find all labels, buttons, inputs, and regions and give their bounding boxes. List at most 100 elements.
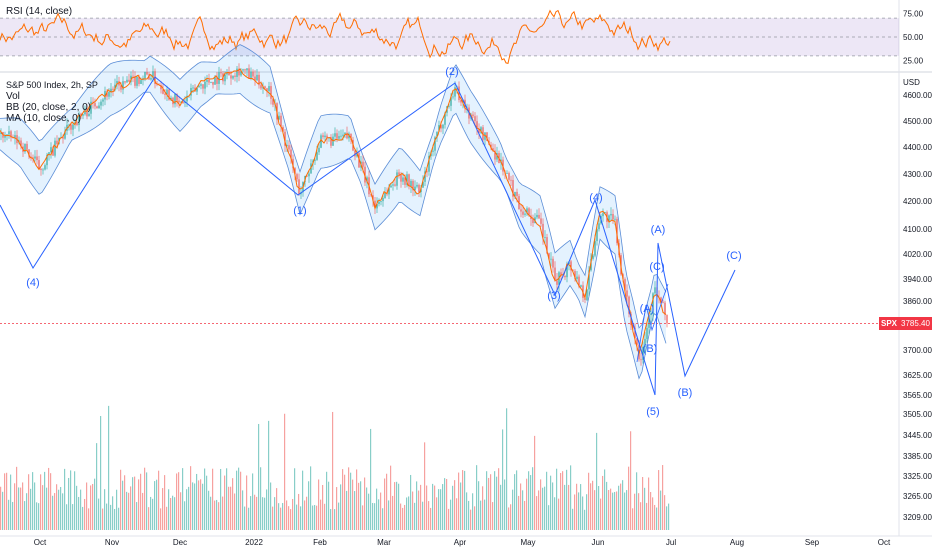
wave-label: (2) — [445, 66, 458, 78]
candle-body — [382, 197, 384, 202]
volume-bar — [124, 475, 126, 530]
price-tick-label: 3265.00 — [903, 492, 932, 501]
wave-label: (A) — [651, 224, 666, 236]
candle-body — [440, 125, 442, 129]
volume-bar — [518, 495, 520, 530]
volume-bar — [302, 470, 304, 530]
volume-bar — [84, 498, 86, 530]
candle-body — [288, 145, 290, 150]
volume-bar — [494, 471, 496, 530]
volume-bar — [606, 481, 608, 530]
candle-body — [40, 168, 42, 171]
volume-bar — [596, 432, 598, 530]
candle-body — [76, 122, 78, 126]
volume-bar — [74, 471, 76, 530]
candle-body — [284, 131, 286, 146]
volume-bar — [266, 489, 268, 530]
volume-bar — [114, 508, 116, 530]
volume-bar — [336, 487, 338, 530]
volume-bar — [528, 471, 530, 530]
volume-bar — [92, 483, 94, 530]
volume-bar — [394, 482, 396, 530]
candle-body — [30, 156, 32, 158]
last-symbol-tag: SPX — [879, 317, 899, 330]
price-tick-label: 4100.00 — [903, 225, 932, 234]
time-tick-label: Mar — [377, 538, 391, 547]
candle-body — [162, 89, 164, 94]
volume-bar — [190, 466, 192, 530]
candle-body — [346, 132, 348, 139]
volume-bar — [236, 470, 238, 530]
candle-body — [318, 147, 320, 153]
candle-body — [564, 275, 566, 278]
price-tick-label: 3325.00 — [903, 472, 932, 481]
volume-bar — [454, 480, 456, 530]
volume-bar — [428, 501, 430, 530]
candle-body — [452, 96, 454, 98]
candle-body — [50, 147, 52, 153]
candle-body — [198, 85, 200, 87]
volume-bar — [400, 503, 402, 530]
candle-body — [24, 143, 26, 152]
volume-bar — [228, 486, 230, 530]
candle-body — [266, 88, 268, 92]
volume-bar — [330, 509, 332, 530]
volume-bar — [478, 481, 480, 530]
volume-bar — [156, 479, 158, 530]
candle-body — [296, 174, 298, 180]
candle-body — [250, 71, 252, 79]
candle-body — [256, 74, 258, 81]
volume-bar — [422, 501, 424, 530]
volume-bar — [618, 485, 620, 530]
volume-bar — [352, 479, 354, 530]
volume-bar — [250, 496, 252, 530]
volume-bar — [274, 497, 276, 530]
volume-bar — [506, 408, 508, 530]
candle-body — [412, 180, 414, 191]
volume-bar — [150, 496, 152, 530]
volume-bar — [610, 488, 612, 530]
volume-bar — [492, 502, 494, 530]
candle-body — [432, 150, 434, 152]
candle-body — [314, 159, 316, 161]
candle-body — [182, 101, 184, 103]
candle-body — [234, 75, 236, 77]
volume-bar — [262, 497, 264, 530]
volume-bar — [536, 496, 538, 530]
candle-body — [90, 101, 92, 114]
bb-fill — [0, 44, 666, 379]
candle-body — [654, 287, 656, 294]
volume-bar — [186, 489, 188, 530]
candle-body — [662, 302, 664, 304]
volume-bar — [484, 499, 486, 530]
legend-ma: MA (10, close, 0) — [6, 113, 82, 124]
candle-body — [538, 214, 540, 219]
time-tick-label: Jun — [592, 538, 605, 547]
volume-bar — [16, 466, 18, 530]
volume-bar — [396, 481, 398, 530]
candle-body — [160, 84, 162, 90]
candle-body — [44, 165, 46, 170]
candle-body — [664, 302, 666, 315]
candle-body — [378, 201, 380, 204]
volume-bar — [358, 482, 360, 530]
candle-body — [336, 133, 338, 139]
candle-body — [494, 150, 496, 160]
volume-bar — [412, 491, 414, 530]
volume-bar — [462, 470, 464, 530]
price-title: S&P 500 Index, 2h, SP — [6, 80, 98, 90]
volume-bar — [650, 492, 652, 530]
candle-body — [528, 208, 530, 216]
candle-body — [290, 149, 292, 159]
price-tick-label: 4020.00 — [903, 250, 932, 259]
candle-body — [496, 153, 498, 160]
candle-body — [362, 161, 364, 167]
volume-bar — [52, 495, 54, 530]
candle-body — [254, 76, 256, 81]
candle-body — [272, 98, 274, 105]
candle-body — [326, 135, 328, 139]
candle-body — [54, 140, 56, 156]
volume-bar — [376, 488, 378, 530]
volume-bar — [278, 503, 280, 530]
